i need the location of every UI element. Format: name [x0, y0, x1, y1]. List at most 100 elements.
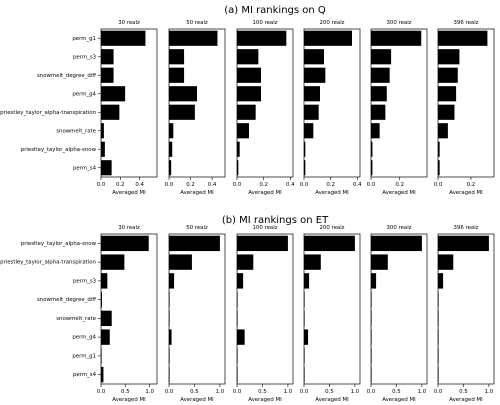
category-label: perm_g4 [72, 335, 96, 341]
panel-frame [100, 28, 158, 178]
category-label: priestley_taylor_alpha-snow [21, 241, 97, 247]
bar [169, 123, 174, 139]
bar [169, 329, 172, 345]
bar [101, 86, 126, 102]
x-tick-label: 0.4 [353, 182, 362, 188]
x-tick-label: 0.4 [286, 182, 295, 188]
x-tick-label: 0.0 [367, 182, 376, 188]
category-label: perm_g1 [72, 36, 96, 42]
x-axis-label: Averaged MI [248, 397, 282, 403]
bar [169, 235, 220, 252]
bar [169, 104, 195, 120]
x-tick-label: 0.4 [135, 182, 144, 188]
panel-subtitle: 50 realz [186, 20, 208, 26]
panel-subtitle: 300 realz [386, 225, 411, 231]
bar [101, 67, 114, 83]
bar [438, 86, 457, 102]
bar [438, 273, 444, 289]
bar [304, 141, 306, 157]
category-label: snowmelt_rate [56, 128, 96, 134]
category-label: snowmelt_degree_diff [37, 297, 96, 303]
bar [371, 254, 388, 270]
bar [371, 160, 373, 176]
bar [304, 123, 314, 139]
bar [304, 329, 309, 345]
bar [237, 49, 259, 65]
x-tick-label: 0.0 [97, 389, 106, 395]
category-label: perm_g4 [72, 91, 96, 97]
bar [237, 160, 239, 176]
panel-subtitle: 30 realz [118, 225, 140, 231]
panel-frame [437, 233, 495, 385]
x-axis-label: Averaged MI [112, 397, 146, 403]
panel-subtitle: 200 realz [319, 225, 344, 231]
bar [371, 104, 386, 120]
bar [371, 49, 392, 65]
x-axis-label: Averaged MI [382, 190, 416, 196]
x-axis-label: Averaged MI [449, 397, 483, 403]
panel-subtitle: 30 realz [118, 20, 140, 26]
bar [438, 123, 448, 139]
bar [101, 235, 149, 252]
bar [101, 123, 104, 139]
bar [169, 273, 175, 289]
bar [237, 254, 254, 270]
bar [304, 104, 319, 120]
bar [169, 141, 173, 157]
bar [438, 67, 458, 83]
bar [237, 329, 245, 345]
bar [371, 235, 422, 252]
bar [237, 123, 249, 139]
bar [101, 254, 125, 270]
panel-frame [236, 233, 294, 385]
bar [304, 30, 352, 46]
bar [304, 254, 321, 270]
figure-title-0: (a) MI rankings on Q [224, 5, 326, 16]
bar [169, 67, 185, 83]
x-tick-label: 0.5 [121, 389, 130, 395]
category-label: snowmelt_rate [56, 316, 96, 322]
bar [371, 123, 380, 139]
x-tick-label: 0.5 [392, 389, 401, 395]
panel-frame [168, 233, 226, 385]
panel-subtitle: 50 realz [186, 225, 208, 231]
x-tick-label: 0.4 [208, 182, 217, 188]
category-label: priestley_taylor_alpha-transpiration [0, 110, 96, 116]
panel-frame [370, 28, 428, 178]
panel-subtitle: 200 realz [319, 20, 344, 26]
x-tick-label: 1.0 [216, 389, 225, 395]
bar [101, 160, 112, 176]
x-tick-label: 0.0 [434, 182, 443, 188]
bar [371, 273, 377, 289]
category-label: perm_s3 [73, 278, 96, 284]
bar [438, 104, 455, 120]
bar [237, 273, 244, 289]
x-tick-label: 0.2 [326, 182, 335, 188]
bar [371, 67, 390, 83]
x-tick-label: 0.0 [300, 182, 309, 188]
bar [101, 141, 105, 157]
x-tick-label: 0.0 [165, 182, 174, 188]
bar [371, 30, 422, 46]
x-tick-label: 0.0 [97, 182, 106, 188]
bar [438, 160, 440, 176]
bar [101, 30, 146, 46]
x-tick-label: 0.0 [233, 389, 242, 395]
x-axis-label: Averaged MI [248, 190, 282, 196]
x-tick-label: 1.0 [485, 389, 494, 395]
bar [237, 235, 288, 252]
x-axis-label: Averaged MI [315, 190, 349, 196]
x-tick-label: 0.0 [434, 389, 443, 395]
category-label: perm_g1 [72, 353, 96, 359]
panel-subtitle: 396 realz [453, 20, 478, 26]
figure-title-1: (b) MI rankings on ET [222, 215, 329, 226]
bar [101, 366, 104, 383]
x-tick-label: 1.0 [284, 389, 293, 395]
category-label: snowmelt_degree_diff [37, 73, 96, 79]
panel-frame [236, 28, 294, 178]
x-tick-label: 0.5 [190, 389, 199, 395]
panel-subtitle: 100 realz [252, 225, 277, 231]
bar [237, 104, 256, 120]
bar [101, 329, 110, 345]
